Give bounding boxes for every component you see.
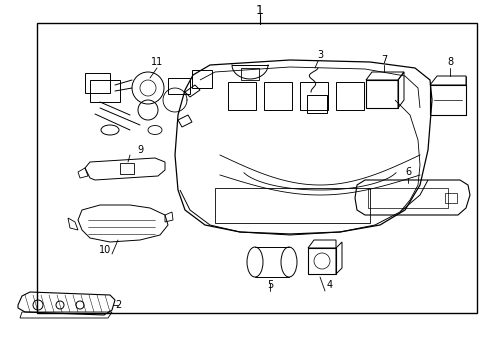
Text: 4: 4 bbox=[326, 280, 332, 290]
Bar bbox=[365, 80, 397, 108]
Bar bbox=[227, 82, 256, 110]
Text: 1: 1 bbox=[256, 4, 264, 17]
Bar bbox=[85, 73, 110, 93]
Text: 3: 3 bbox=[316, 50, 323, 60]
Text: 8: 8 bbox=[446, 57, 452, 67]
Text: 6: 6 bbox=[404, 167, 410, 177]
Bar bbox=[37, 23, 476, 313]
Bar bbox=[429, 85, 465, 115]
Text: 2: 2 bbox=[115, 300, 121, 310]
Bar bbox=[168, 78, 190, 94]
Bar bbox=[241, 68, 259, 80]
Bar bbox=[306, 95, 326, 113]
Text: 11: 11 bbox=[151, 57, 163, 67]
Bar bbox=[192, 70, 212, 88]
Bar bbox=[307, 248, 335, 274]
Bar bbox=[444, 193, 456, 203]
Text: 7: 7 bbox=[380, 55, 386, 65]
Bar bbox=[367, 188, 447, 208]
Bar bbox=[120, 163, 134, 174]
Bar bbox=[90, 80, 120, 102]
Bar bbox=[299, 82, 327, 110]
Bar bbox=[335, 82, 363, 110]
Text: 5: 5 bbox=[266, 280, 273, 290]
Text: 9: 9 bbox=[137, 145, 143, 155]
Bar bbox=[215, 188, 369, 223]
Text: 10: 10 bbox=[99, 245, 111, 255]
Bar bbox=[264, 82, 291, 110]
